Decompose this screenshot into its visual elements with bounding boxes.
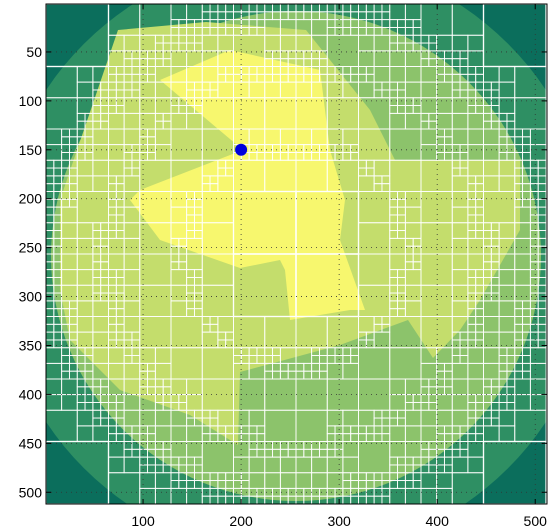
visibility-sector bbox=[130, 50, 365, 320]
y-tick-label: 250 bbox=[19, 240, 43, 256]
y-tick-label: 200 bbox=[19, 191, 43, 207]
y-axis: 50 100 150 200 250 300 350 400 450 500 bbox=[19, 44, 547, 500]
axes-box bbox=[45, 3, 548, 505]
y-tick-label: 150 bbox=[19, 142, 43, 158]
x-tick-label: 400 bbox=[426, 513, 450, 529]
dotted-grid bbox=[46, 4, 547, 504]
y-tick-label: 50 bbox=[26, 44, 42, 60]
y-tick-label: 350 bbox=[19, 337, 43, 353]
y-tick-label: 400 bbox=[19, 386, 43, 402]
y-tick-label: 450 bbox=[19, 435, 43, 451]
y-tick-label: 100 bbox=[19, 93, 43, 109]
x-tick-label: 500 bbox=[524, 513, 548, 529]
x-tick-label: 300 bbox=[327, 513, 351, 529]
location-marker bbox=[235, 143, 248, 156]
x-axis: 100 200 300 400 500 bbox=[131, 4, 547, 529]
x-tick-label: 100 bbox=[131, 513, 155, 529]
y-tick-label: 500 bbox=[19, 484, 43, 500]
quadtree-cell bbox=[482, 440, 547, 504]
quadtree-grid bbox=[46, 4, 547, 504]
y-tick-label: 300 bbox=[19, 289, 43, 305]
x-tick-label: 200 bbox=[229, 513, 253, 529]
